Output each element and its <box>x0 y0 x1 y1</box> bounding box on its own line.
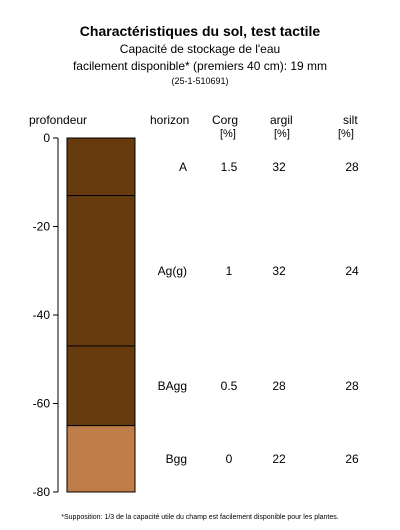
sample-code: (25-1-510691) <box>171 76 229 86</box>
depth-axis-label: profondeur <box>29 113 88 127</box>
silt-value: 28 <box>345 379 359 393</box>
soil-layer-0 <box>66 137 136 197</box>
silt-value: 24 <box>345 264 359 278</box>
argil-column-header: argil <box>270 113 293 127</box>
argil-value: 32 <box>272 264 286 278</box>
chart-title: Charactéristiques du sol, test tactile <box>79 23 321 39</box>
corg-value: 0.5 <box>221 379 238 393</box>
silt-value: 26 <box>345 452 359 466</box>
corg-value: 1.5 <box>221 160 238 174</box>
silt-value: 28 <box>345 160 359 174</box>
horizon-value: A <box>179 160 187 174</box>
chart-subtitle-line1: Capacité de stockage de l'eau <box>119 42 281 56</box>
silt-unit-label: [%] <box>338 128 354 140</box>
argil-value: 22 <box>272 452 286 466</box>
corg-value: 1 <box>226 264 233 278</box>
argil-unit-label: [%] <box>274 128 290 140</box>
corg-value: 0 <box>226 452 233 466</box>
argil-value: 32 <box>272 160 286 174</box>
soil-layer-3 <box>66 425 136 493</box>
footnote: *Supposition: 1/3 de la capacité utile d… <box>61 514 339 521</box>
depth-tick-label: -40 <box>33 308 51 322</box>
depth-tick-label: 0 <box>43 131 50 145</box>
horizon-value: Ag(g) <box>158 264 187 278</box>
soil-layer-1 <box>66 195 136 347</box>
horizon-column-header: horizon <box>150 113 190 127</box>
corg-unit-label: [%] <box>220 128 236 140</box>
depth-tick-label: -20 <box>33 220 51 234</box>
depth-tick-label: -80 <box>33 485 51 499</box>
corg-column-header: Corg <box>212 113 239 127</box>
soil-layer-2 <box>66 345 136 427</box>
horizon-value: Bgg <box>166 452 187 466</box>
depth-tick-label: -60 <box>33 397 51 411</box>
silt-column-header: silt <box>343 113 358 127</box>
argil-value: 28 <box>272 379 286 393</box>
horizon-value: BAgg <box>158 379 187 393</box>
chart-subtitle-line2: facilement disponible* (premiers 40 cm):… <box>72 59 328 73</box>
